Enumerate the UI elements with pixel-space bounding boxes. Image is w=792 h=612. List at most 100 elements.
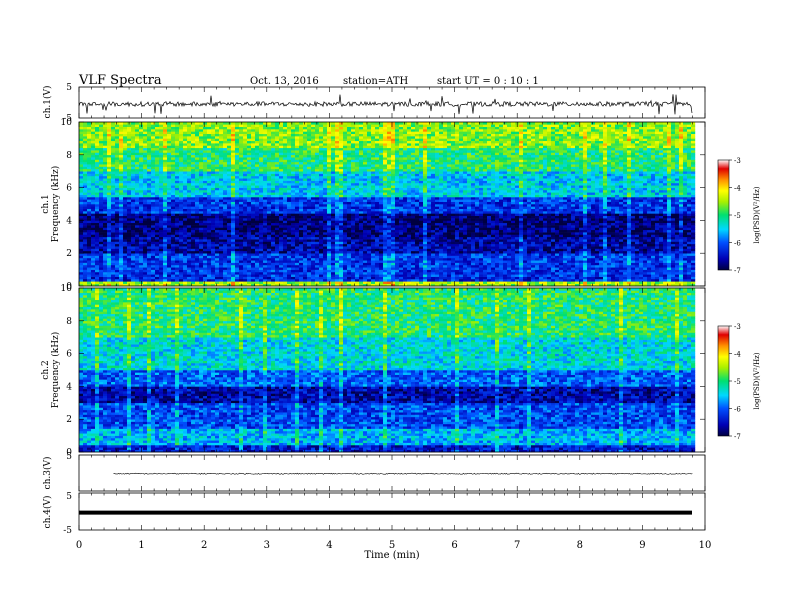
spectrogram-cell bbox=[203, 180, 208, 184]
spectrogram-cell bbox=[347, 208, 352, 212]
spectrogram-cell bbox=[303, 147, 308, 151]
spectrogram-cell bbox=[247, 215, 252, 219]
spectrogram-cell bbox=[135, 271, 140, 275]
spectrogram-cell bbox=[127, 222, 132, 226]
spectrogram-cell bbox=[187, 129, 192, 132]
spectrogram-cell bbox=[147, 154, 152, 158]
spectrogram-cell bbox=[159, 194, 164, 198]
spectrogram-cell bbox=[319, 248, 324, 252]
spectrogram-cell bbox=[211, 180, 216, 184]
spectrogram-cell bbox=[187, 239, 192, 242]
spectrogram-cell bbox=[139, 220, 144, 224]
spectrogram-cell bbox=[343, 185, 348, 188]
spectrogram-cell bbox=[143, 264, 148, 268]
spectrogram-cell bbox=[199, 136, 204, 139]
spectrogram-cell bbox=[191, 157, 196, 160]
spectrogram-cell bbox=[299, 220, 304, 224]
spectrogram-cell bbox=[279, 234, 284, 238]
spectrogram-cell bbox=[171, 248, 176, 252]
spectrogram-cell bbox=[331, 211, 336, 214]
spectrogram-cell bbox=[251, 145, 256, 149]
spectrogram-cell bbox=[287, 140, 292, 144]
spectrogram-cell bbox=[207, 253, 212, 256]
spectrogram-cell bbox=[191, 178, 196, 181]
spectrogram-cell bbox=[167, 218, 172, 221]
spectrogram-cell bbox=[103, 138, 108, 142]
spectrogram-cell bbox=[207, 220, 212, 224]
spectrogram-cell bbox=[295, 185, 300, 188]
spectrogram-cell bbox=[287, 147, 292, 151]
spectrogram-cell bbox=[255, 215, 260, 219]
spectrogram-cell bbox=[147, 138, 152, 142]
spectrogram-cell bbox=[283, 185, 288, 188]
spectrogram-cell bbox=[243, 211, 248, 214]
spectrogram-cell bbox=[259, 122, 264, 125]
spectrogram-cell bbox=[107, 159, 112, 163]
spectrogram-cell bbox=[123, 253, 128, 256]
spectrogram-cell bbox=[139, 136, 144, 139]
spectrogram-cell bbox=[167, 250, 172, 254]
spectrogram-cell bbox=[91, 150, 96, 153]
spectrogram-cell bbox=[331, 194, 336, 198]
spectrogram-cell bbox=[299, 274, 304, 277]
spectrogram-cell bbox=[299, 154, 304, 158]
spectrogram-cell bbox=[263, 140, 268, 144]
spectrogram-cell bbox=[243, 206, 248, 209]
spectrogram-cell bbox=[211, 246, 216, 249]
spectrogram-cell bbox=[183, 243, 188, 247]
spectrogram-cell bbox=[95, 250, 100, 254]
spectrogram-cell bbox=[111, 173, 116, 177]
spectrogram-cell bbox=[91, 168, 96, 172]
spectrogram-cell bbox=[327, 229, 332, 233]
spectrogram-cell bbox=[207, 180, 212, 184]
spectrogram-cell bbox=[123, 178, 128, 181]
spectrogram-cell bbox=[291, 189, 296, 193]
spectrogram-cell bbox=[351, 211, 356, 214]
spectrogram-cell bbox=[203, 133, 208, 137]
spectrogram-cell bbox=[79, 150, 84, 153]
spectrogram-cell bbox=[327, 173, 332, 177]
spectrogram-cell bbox=[251, 201, 256, 205]
spectrogram-cell bbox=[331, 257, 336, 261]
spectrogram-cell bbox=[243, 243, 248, 247]
spectrogram-cell bbox=[95, 159, 100, 163]
spectrogram-cell bbox=[143, 131, 148, 135]
spectrogram-cell bbox=[131, 161, 136, 165]
spectrogram-cell bbox=[91, 222, 96, 226]
spectrogram-cell bbox=[303, 187, 308, 191]
spectrogram-cell bbox=[239, 178, 244, 181]
spectrogram-cell bbox=[163, 192, 168, 195]
spectrogram-cell bbox=[259, 159, 264, 163]
spectrogram-cell bbox=[271, 220, 276, 224]
spectrogram-cell bbox=[191, 199, 196, 202]
spectrogram-cell bbox=[99, 218, 104, 221]
spectrogram-cell bbox=[223, 168, 228, 172]
spectrogram-cell bbox=[207, 131, 212, 135]
spectrogram-cell bbox=[79, 215, 84, 219]
spectrogram-cell bbox=[247, 271, 252, 275]
spectrogram-cell bbox=[355, 250, 360, 254]
spectrogram-cell bbox=[243, 199, 248, 202]
spectrogram-cell bbox=[175, 185, 180, 188]
spectrogram-cell bbox=[279, 166, 284, 170]
spectrogram-cell bbox=[351, 182, 356, 186]
spectrogram-cell bbox=[199, 161, 204, 165]
spectrogram-cell bbox=[247, 274, 252, 277]
spectrogram-cell bbox=[91, 178, 96, 181]
spectrogram-cell bbox=[263, 262, 268, 266]
spectrogram-cell bbox=[231, 232, 236, 235]
spectrogram-cell bbox=[339, 232, 344, 235]
spectrogram-cell bbox=[203, 161, 208, 165]
spectrogram-cell bbox=[103, 164, 108, 167]
spectrogram-cell bbox=[235, 248, 240, 252]
spectrogram-cell bbox=[195, 180, 200, 184]
spectrogram-cell bbox=[151, 168, 156, 172]
spectrogram-cell bbox=[163, 241, 168, 245]
spectrogram-cell bbox=[91, 281, 96, 284]
spectrogram-cell bbox=[95, 201, 100, 205]
spectrogram-cell bbox=[223, 201, 228, 205]
spectrogram-cell bbox=[303, 257, 308, 261]
spectrogram-cell bbox=[191, 147, 196, 151]
spectrogram-cell bbox=[223, 243, 228, 247]
spectrogram-cell bbox=[355, 201, 360, 205]
